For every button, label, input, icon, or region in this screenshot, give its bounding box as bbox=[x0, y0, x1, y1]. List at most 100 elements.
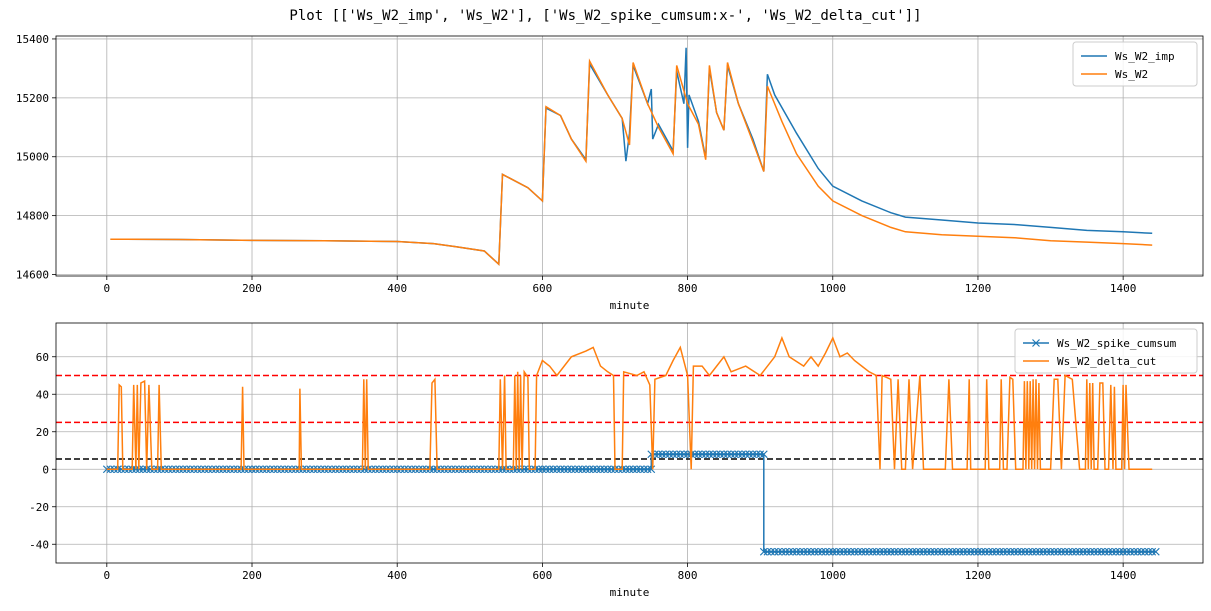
y-tick-label: 15200 bbox=[16, 92, 49, 105]
series-marker bbox=[923, 547, 932, 556]
series-marker bbox=[719, 450, 728, 459]
series-marker bbox=[669, 450, 677, 459]
series-marker bbox=[1010, 547, 1019, 556]
series-marker bbox=[1111, 547, 1120, 556]
series-marker bbox=[1039, 547, 1048, 556]
series-marker bbox=[596, 465, 605, 474]
series-marker bbox=[810, 547, 819, 556]
series-marker bbox=[984, 547, 993, 556]
series-marker bbox=[534, 465, 543, 474]
series-marker bbox=[1126, 547, 1135, 556]
series-marker bbox=[999, 547, 1008, 556]
x-tick-label: 800 bbox=[678, 569, 698, 582]
series-marker bbox=[1053, 547, 1062, 556]
series-marker bbox=[658, 450, 667, 459]
series-marker bbox=[1115, 547, 1124, 556]
y-tick-label: 14800 bbox=[16, 210, 49, 223]
x-axis-label: minute bbox=[610, 299, 650, 312]
legend-label: Ws_W2_imp bbox=[1115, 50, 1175, 63]
series-marker bbox=[1068, 547, 1077, 556]
series-marker bbox=[523, 465, 532, 474]
series-marker bbox=[1140, 547, 1149, 556]
series-marker bbox=[799, 547, 808, 556]
series-line-Ws_W2_delta_cut bbox=[106, 335, 1153, 471]
series-marker bbox=[556, 465, 565, 474]
x-tick-label: 400 bbox=[387, 282, 407, 295]
series-marker bbox=[901, 547, 910, 556]
series-line-Ws_W2 bbox=[110, 58, 1153, 266]
series-marker bbox=[1104, 547, 1113, 556]
series-marker bbox=[117, 465, 126, 474]
series-marker bbox=[1082, 547, 1091, 556]
series-marker bbox=[752, 450, 761, 459]
series-marker bbox=[661, 450, 670, 459]
series-marker bbox=[770, 547, 779, 556]
plot-area bbox=[110, 47, 1153, 266]
x-tick-label: 200 bbox=[242, 569, 262, 582]
series-marker bbox=[839, 547, 848, 556]
series-marker bbox=[974, 547, 982, 556]
series-marker bbox=[538, 465, 547, 474]
series-marker bbox=[821, 547, 830, 556]
series-marker bbox=[948, 547, 957, 556]
series-marker bbox=[701, 450, 710, 459]
series-marker bbox=[934, 547, 942, 556]
x-tick-label: 1200 bbox=[965, 569, 992, 582]
series-marker bbox=[146, 465, 155, 474]
series-marker bbox=[738, 450, 746, 459]
y-tick-label: -40 bbox=[29, 538, 49, 551]
series-marker bbox=[741, 450, 750, 459]
series-marker bbox=[1130, 547, 1138, 556]
x-tick-label: 1000 bbox=[820, 282, 847, 295]
series-marker bbox=[621, 465, 630, 474]
x-tick-label: 1400 bbox=[1110, 282, 1137, 295]
series-marker bbox=[890, 547, 899, 556]
series-marker bbox=[879, 547, 888, 556]
series-marker bbox=[1079, 547, 1088, 556]
series-marker bbox=[625, 465, 634, 474]
series-marker bbox=[1006, 547, 1015, 556]
series-marker bbox=[941, 547, 950, 556]
series-marker bbox=[988, 547, 997, 556]
series-marker bbox=[756, 450, 765, 459]
x-tick-label: 800 bbox=[678, 282, 698, 295]
series-marker bbox=[1061, 547, 1069, 556]
series-marker bbox=[549, 465, 558, 474]
series-marker bbox=[632, 465, 641, 474]
series-marker bbox=[781, 547, 790, 556]
series-marker bbox=[552, 465, 561, 474]
series-marker bbox=[676, 450, 685, 459]
series-marker bbox=[868, 547, 877, 556]
series-marker bbox=[963, 547, 971, 556]
series-marker bbox=[905, 547, 913, 556]
series-line-Ws_W2_imp bbox=[110, 47, 1153, 266]
series-marker bbox=[1003, 547, 1011, 556]
series-marker bbox=[1137, 547, 1146, 556]
series-marker bbox=[1032, 547, 1040, 556]
series-marker bbox=[796, 547, 805, 556]
series-marker bbox=[592, 465, 601, 474]
legend-marker bbox=[1032, 339, 1040, 347]
series-marker bbox=[1090, 547, 1099, 556]
series-marker bbox=[748, 450, 757, 459]
series-marker bbox=[966, 547, 975, 556]
series-marker bbox=[1086, 547, 1095, 556]
series-marker bbox=[817, 547, 826, 556]
series-marker bbox=[1064, 547, 1073, 556]
series-marker bbox=[861, 547, 870, 556]
series-marker bbox=[712, 450, 721, 459]
series-marker bbox=[1108, 547, 1117, 556]
x-tick-label: 1200 bbox=[965, 282, 992, 295]
series-marker bbox=[607, 465, 616, 474]
series-marker bbox=[716, 450, 725, 459]
x-tick-label: 1400 bbox=[1110, 569, 1137, 582]
series-marker bbox=[574, 465, 583, 474]
y-tick-label: 14600 bbox=[16, 269, 49, 282]
series-marker bbox=[1046, 547, 1055, 556]
figure-title: Plot [['Ws_W2_imp', 'Ws_W2'], ['Ws_W2_sp… bbox=[289, 8, 922, 24]
series-marker bbox=[846, 547, 855, 556]
x-axis-label: minute bbox=[610, 586, 650, 599]
series-marker bbox=[894, 547, 903, 556]
series-marker bbox=[981, 547, 990, 556]
series-marker bbox=[694, 450, 703, 459]
